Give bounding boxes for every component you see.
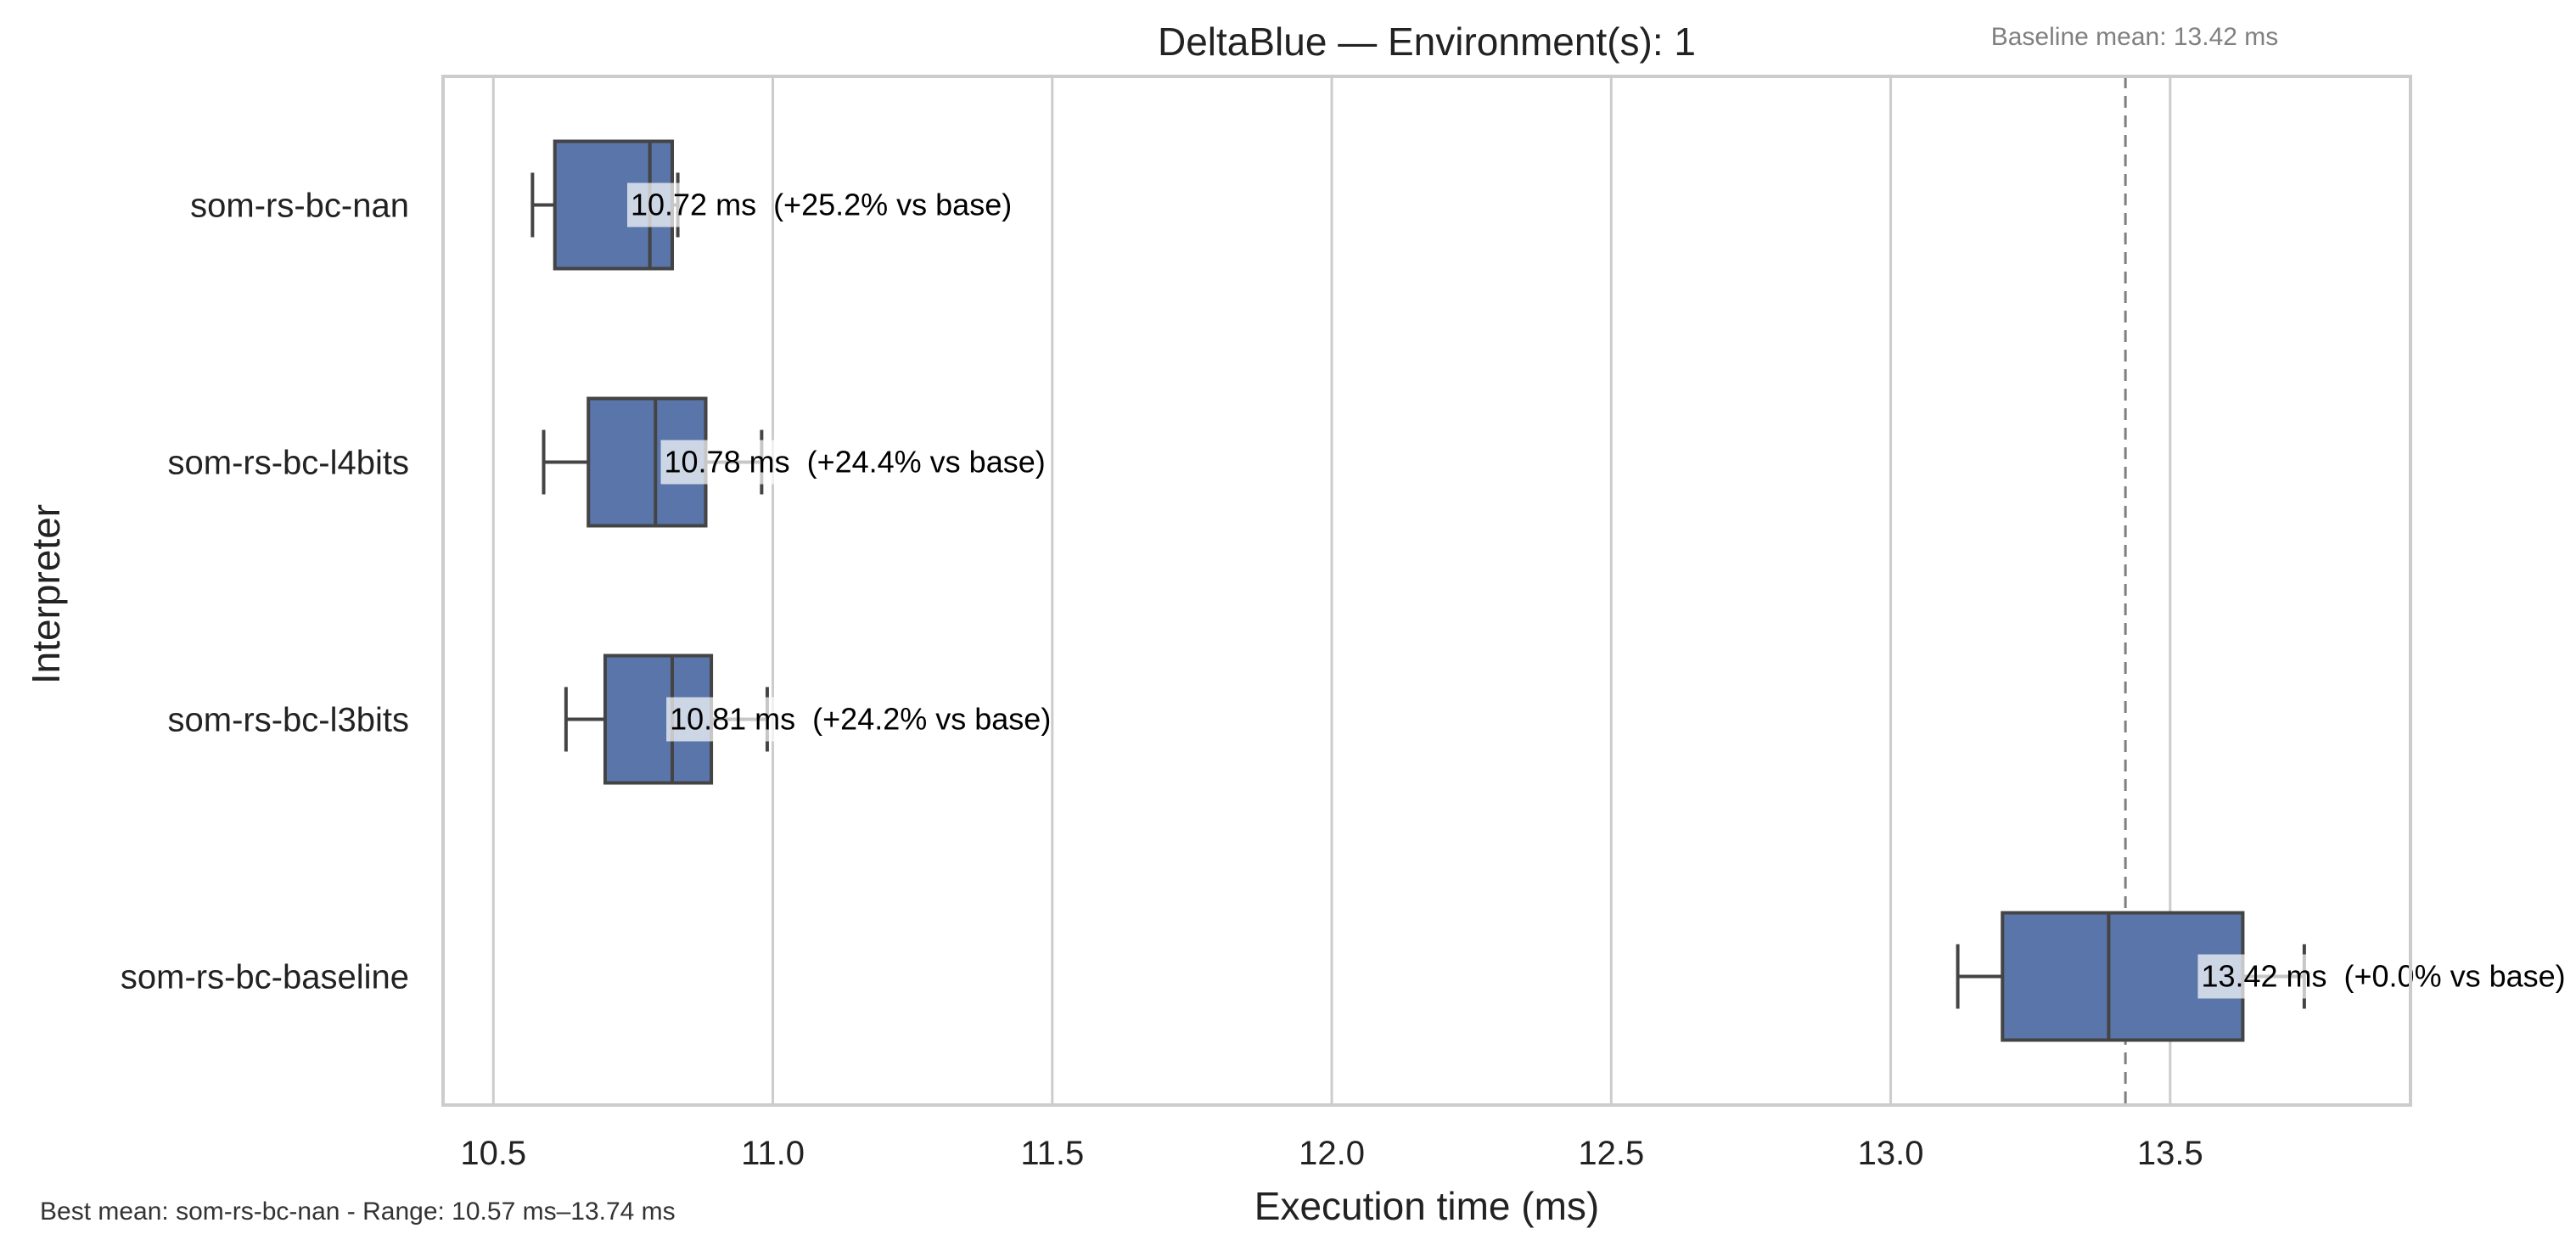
x-axis-label: Execution time (ms) <box>1254 1184 1599 1228</box>
x-tick-label: 11.0 <box>741 1135 805 1172</box>
annotation-layer: 10.72 ms (+25.2% vs base) 10.78 ms (+24.4% … <box>626 182 2566 999</box>
annotation-value: 10.72 ms <box>631 188 756 222</box>
annotation-value: 10.81 ms <box>670 702 795 737</box>
annotation-value: 13.42 ms <box>2201 959 2326 994</box>
mean-annotation: 10.72 ms (+25.2% vs base) <box>626 182 1012 227</box>
baseline-mean-note: Baseline mean: 13.42 ms <box>1991 23 2279 51</box>
y-category-label: som-rs-bc-baseline <box>121 959 409 996</box>
x-tick-label: 10.5 <box>460 1135 526 1172</box>
y-category-label: som-rs-bc-l3bits <box>168 702 409 739</box>
plot-frame <box>441 75 2412 1107</box>
annotation-delta: (+24.4% vs base) <box>807 445 1046 480</box>
annotation-background <box>2197 954 2331 999</box>
annotation-background <box>626 182 760 227</box>
grid-layer <box>491 76 2172 1105</box>
x-tick-label: 13.0 <box>1858 1135 1924 1172</box>
y-category-label: som-rs-bc-l4bits <box>168 445 409 482</box>
tick-layer: 10.5 11.0 11.5 12.0 12.5 13.0 13.5 <box>460 1135 2203 1172</box>
box-layer <box>530 139 2306 1042</box>
y-category-label: som-rs-bc-nan <box>190 188 409 225</box>
x-tick-label: 12.5 <box>1578 1135 1644 1172</box>
annotation-delta: (+0.0% vs base) <box>2344 959 2566 994</box>
chart-title: DeltaBlue — Environment(s): 1 <box>1158 20 1696 64</box>
mean-annotation: 13.42 ms (+0.0% vs base) <box>2197 954 2566 999</box>
category-layer: som-rs-bc-nan som-rs-bc-l4bits som-rs-bc-l… <box>121 188 409 996</box>
annotation-delta: (+25.2% vs base) <box>773 188 1012 222</box>
footer-summary: Best mean: som-rs-bc-nan - Range: 10.57 … <box>40 1198 676 1226</box>
x-tick-label: 11.5 <box>1020 1135 1084 1172</box>
annotation-delta: (+24.2% vs base) <box>812 702 1051 737</box>
mean-annotation: 10.81 ms (+24.2% vs base) <box>666 697 1051 742</box>
annotation-background <box>660 440 794 485</box>
y-axis-label: Interpreter <box>24 504 68 684</box>
annotation-background <box>666 697 800 742</box>
x-tick-label: 13.5 <box>2137 1135 2203 1172</box>
annotation-value: 10.78 ms <box>665 445 790 480</box>
mean-annotation: 10.78 ms (+24.4% vs base) <box>660 440 1046 485</box>
x-tick-label: 12.0 <box>1299 1135 1365 1172</box>
